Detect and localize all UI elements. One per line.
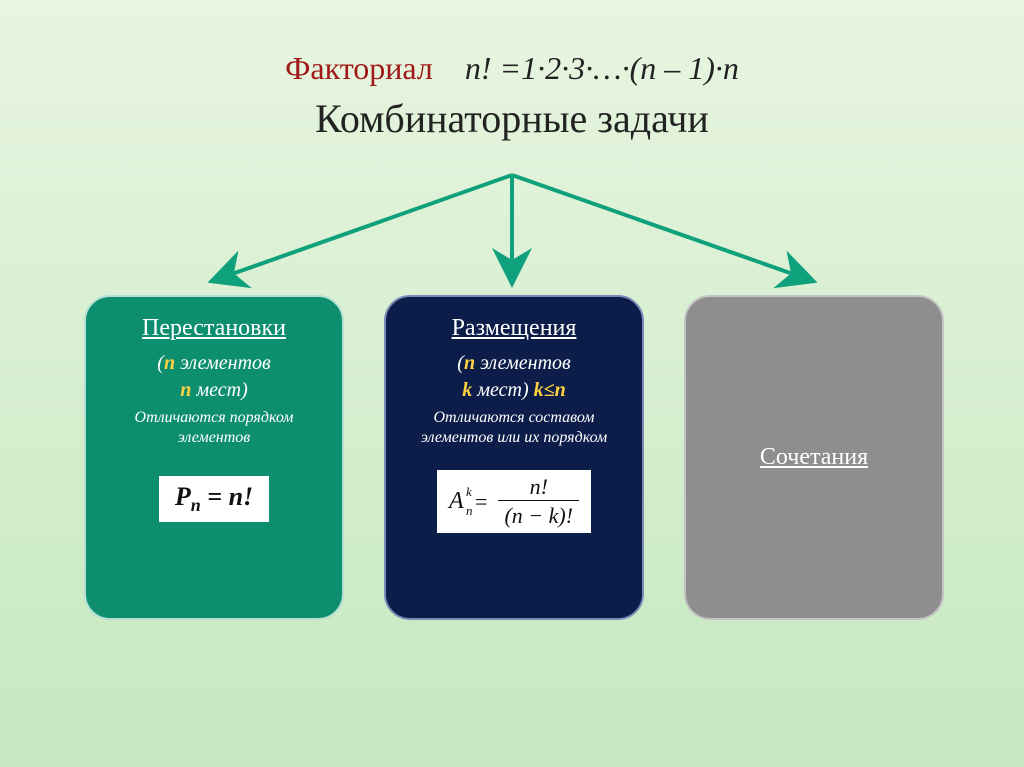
main-title: Комбинаторные задачи	[0, 95, 1024, 142]
card-left-line2: n мест)	[100, 379, 328, 402]
arrows-svg	[0, 170, 1024, 300]
card-mid-desc: Отличаются составом элементов или их пор…	[400, 408, 628, 448]
hl-n2: n	[180, 379, 191, 401]
hl-cond: k≤n	[534, 379, 566, 401]
card-arrangements: Размещения (n элементов k мест) k≤n Отли…	[384, 295, 644, 620]
fraction: n! (n − k)!	[498, 474, 579, 529]
formula-arrangements: A k n = n! (n − k)!	[437, 470, 591, 533]
card-mid-title: Размещения	[400, 315, 628, 342]
formula-permutations: Pn = n!	[159, 476, 269, 522]
card-right-title: Сочетания	[760, 444, 868, 471]
card-mid-line2: k мест) k≤n	[400, 379, 628, 402]
arrow-right	[512, 175, 810, 280]
hl-n1: n	[164, 352, 175, 374]
factorial-line: Факториал n! =1·2·3·…·(n – 1)·n	[0, 50, 1024, 87]
arrow-left	[215, 175, 512, 280]
card-left-line1: (n элементов	[100, 352, 328, 375]
card-combinations: Сочетания	[684, 295, 944, 620]
header: Факториал n! =1·2·3·…·(n – 1)·n Комбинат…	[0, 0, 1024, 142]
hl-k: k	[462, 379, 472, 401]
hl-n3: n	[464, 352, 475, 374]
sym-A: A k n	[449, 488, 464, 515]
card-left-title: Перестановки	[100, 315, 328, 342]
factorial-label: Факториал	[285, 50, 433, 86]
card-left-desc: Отличаются порядком элементов	[100, 408, 328, 448]
card-permutations: Перестановки (n элементов n мест) Отлича…	[84, 295, 344, 620]
card-mid-line1: (n элементов	[400, 352, 628, 375]
factorial-formula: n! =1·2·3·…·(n – 1)·n	[465, 50, 739, 86]
